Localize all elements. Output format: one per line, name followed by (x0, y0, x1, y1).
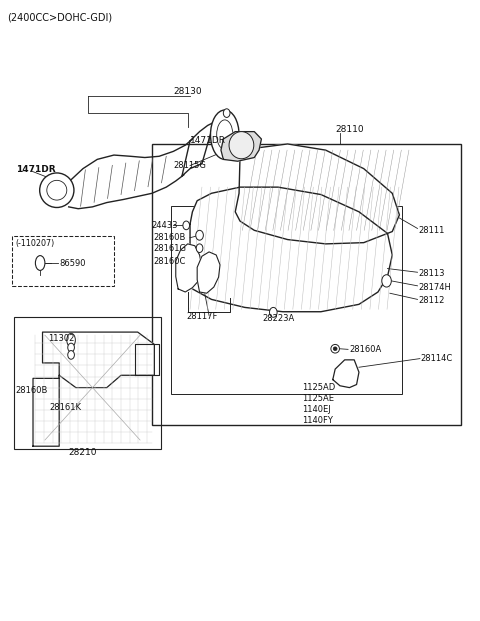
Ellipse shape (216, 120, 233, 150)
Text: 1140EJ: 1140EJ (302, 406, 331, 414)
Ellipse shape (68, 351, 74, 359)
Text: 1471DR: 1471DR (190, 137, 226, 145)
Text: 11302: 11302 (48, 333, 74, 343)
Text: 28117F: 28117F (187, 312, 218, 321)
Text: 1471DR: 1471DR (16, 165, 56, 175)
Ellipse shape (331, 345, 339, 353)
Polygon shape (333, 360, 359, 388)
Text: 28160B: 28160B (154, 233, 186, 242)
Text: 28113: 28113 (419, 269, 445, 278)
Text: 28160C: 28160C (154, 256, 186, 266)
Text: 28112: 28112 (419, 296, 445, 305)
Ellipse shape (269, 307, 277, 317)
Ellipse shape (67, 333, 75, 347)
Polygon shape (33, 332, 155, 446)
Text: (-110207): (-110207) (15, 239, 55, 248)
Polygon shape (235, 144, 399, 244)
Text: 1125AE: 1125AE (302, 394, 334, 403)
Text: 28111: 28111 (419, 226, 445, 235)
Ellipse shape (40, 173, 74, 207)
Text: 1125AD: 1125AD (302, 383, 335, 392)
Text: 28210: 28210 (69, 448, 97, 457)
Text: 28110: 28110 (335, 125, 364, 134)
Bar (12, 237, 114, 286)
Text: 28114C: 28114C (421, 354, 453, 363)
Text: 28130: 28130 (173, 87, 202, 96)
Ellipse shape (36, 256, 45, 270)
Ellipse shape (382, 274, 391, 287)
Text: 86590: 86590 (59, 258, 86, 268)
Text: 24433: 24433 (151, 221, 178, 230)
Text: 28161K: 28161K (49, 404, 82, 412)
Bar (152, 144, 461, 425)
Ellipse shape (196, 230, 204, 240)
Bar (171, 206, 402, 394)
Text: 28160B: 28160B (15, 386, 48, 395)
Ellipse shape (223, 109, 230, 117)
Ellipse shape (196, 244, 203, 253)
Text: 28223A: 28223A (263, 314, 295, 323)
Polygon shape (176, 244, 202, 292)
Text: 28115G: 28115G (173, 161, 206, 170)
Ellipse shape (68, 343, 74, 352)
Text: 1140FY: 1140FY (302, 417, 333, 425)
Bar (14, 317, 161, 449)
Polygon shape (185, 187, 392, 312)
Ellipse shape (211, 110, 239, 160)
Ellipse shape (183, 221, 190, 230)
Ellipse shape (47, 180, 67, 200)
Ellipse shape (229, 132, 254, 159)
Text: 28160A: 28160A (349, 345, 382, 354)
Text: 28161G: 28161G (154, 243, 186, 253)
Polygon shape (221, 132, 262, 161)
Ellipse shape (333, 347, 337, 351)
Text: 28174H: 28174H (419, 283, 451, 292)
Polygon shape (197, 252, 220, 293)
Text: (2400CC>DOHC-GDI): (2400CC>DOHC-GDI) (7, 12, 112, 22)
